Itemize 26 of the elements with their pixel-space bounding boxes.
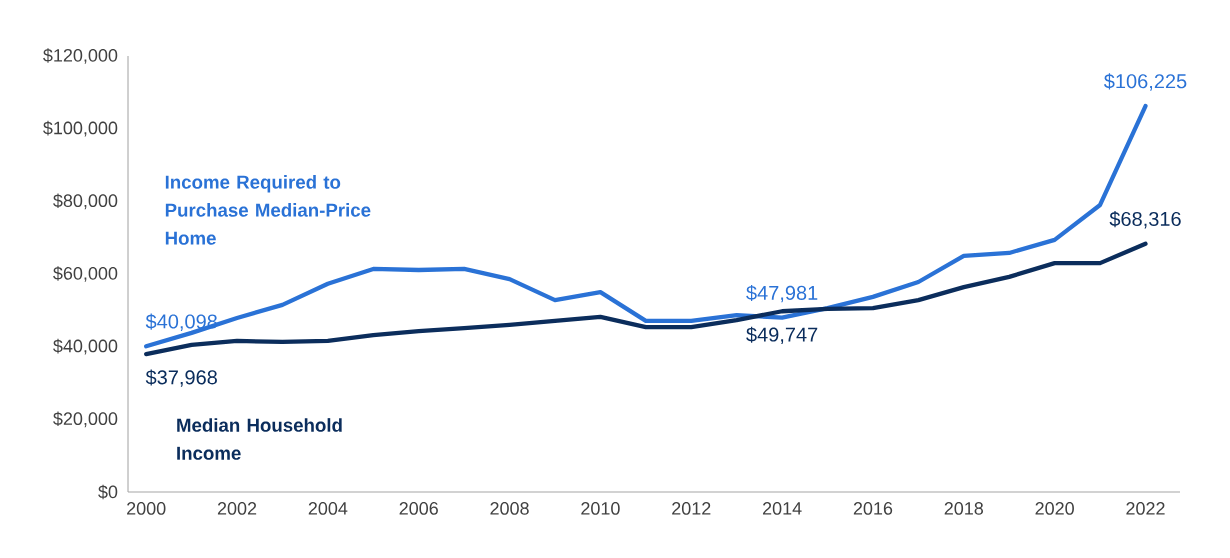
y-tick-label: $0	[98, 484, 118, 500]
y-tick-label: $80,000	[53, 193, 118, 210]
y-tick-label: $60,000	[53, 266, 118, 282]
x-tick-label: 2022	[1126, 502, 1165, 515]
data-label: $37,968	[145, 369, 217, 387]
data-label: $49,747	[746, 326, 818, 344]
x-tick-label: 2014	[762, 502, 802, 515]
x-tick-label: 2020	[1035, 502, 1074, 515]
data-label: $47,981	[746, 284, 818, 303]
text: Median Household Income	[177, 418, 342, 460]
x-tick-label: 2012	[672, 502, 711, 515]
data-label: $68,316	[1109, 211, 1181, 229]
y-tick-label: $100,000	[43, 120, 118, 137]
series-label: Income Required to Purchase Median-Price Home	[165, 175, 371, 245]
y-tick-label: $120,000	[43, 48, 118, 64]
x-tick-label: 2006	[399, 502, 438, 515]
x-tick-label: 2008	[490, 502, 529, 515]
x-tick-label: 2002	[217, 502, 257, 515]
x-tick-label: 2018	[944, 502, 984, 515]
y-tick-label: $40,000	[53, 338, 118, 355]
y-tick-label: $20,000	[53, 411, 118, 428]
x-tick-label: 2004	[308, 502, 348, 515]
x-tick-label: 2016	[853, 502, 893, 515]
data-label: $106,225	[1103, 73, 1187, 91]
x-tick-label: 2000	[127, 502, 166, 515]
x-tick-label: 2010	[581, 502, 620, 515]
